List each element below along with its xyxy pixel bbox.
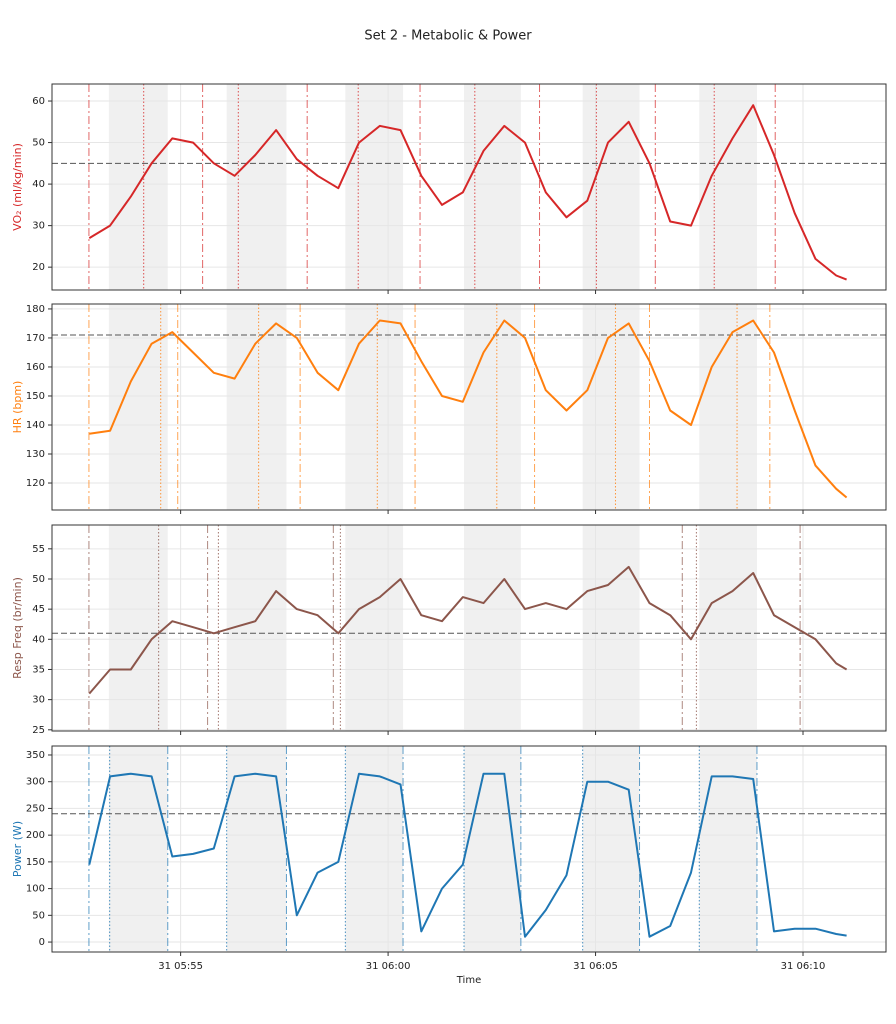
y-tick-label: 130 <box>26 449 45 460</box>
y-tick-label: 250 <box>26 803 45 814</box>
y-tick-label: 160 <box>26 362 45 373</box>
y-tick-label: 140 <box>26 420 45 431</box>
plot-frame <box>51 524 887 732</box>
y-tick-label: 55 <box>32 544 45 555</box>
figure-title: Set 2 - Metabolic & Power <box>364 29 532 44</box>
work-interval <box>345 746 404 952</box>
y-tick-label: 45 <box>32 604 45 615</box>
y-tick-label: 30 <box>32 695 45 706</box>
work-interval <box>345 525 404 731</box>
y-tick-label: 40 <box>32 634 45 645</box>
work-interval <box>464 746 521 952</box>
y-tick-label: 50 <box>32 138 45 149</box>
y-tick-label: 350 <box>26 750 45 761</box>
y-tick-label: 50 <box>32 574 45 585</box>
work-interval <box>108 84 168 290</box>
y-axis-label: HR (bpm) <box>11 381 24 434</box>
data-line <box>88 104 847 281</box>
work-interval <box>582 746 640 952</box>
work-interval <box>464 525 521 731</box>
y-tick-label: 170 <box>26 333 45 344</box>
y-tick-label: 35 <box>32 664 45 675</box>
y-tick-label: 50 <box>32 910 45 921</box>
plot-frame <box>51 745 887 953</box>
work-interval <box>108 525 168 731</box>
x-tick-label: 31 06:05 <box>573 961 618 972</box>
y-tick-label: 150 <box>26 857 45 868</box>
x-tick-label: 31 05:55 <box>158 961 203 972</box>
y-axis-label: VO₂ (ml/kg/min) <box>11 143 24 231</box>
work-interval <box>699 746 757 952</box>
work-interval <box>464 84 521 290</box>
y-axis-label: Power (W) <box>11 821 24 877</box>
data-line <box>88 565 848 695</box>
y-tick-label: 180 <box>26 304 45 315</box>
y-tick-label: 120 <box>26 478 45 489</box>
y-tick-label: 200 <box>26 830 45 841</box>
y-tick-label: 100 <box>26 884 45 895</box>
work-interval <box>345 84 404 290</box>
y-tick-label: 20 <box>32 262 45 273</box>
x-tick-label: 31 06:10 <box>781 961 826 972</box>
work-interval <box>582 525 640 731</box>
y-tick-label: 300 <box>26 777 45 788</box>
x-axis-label: Time <box>456 975 481 986</box>
x-tick-label: 31 06:00 <box>366 961 411 972</box>
work-interval <box>108 746 168 952</box>
data-line <box>88 772 847 938</box>
work-interval <box>699 525 757 731</box>
y-axis-label: Resp Freq (br/min) <box>11 577 24 679</box>
plot-frame <box>51 83 887 291</box>
y-tick-label: 30 <box>32 221 45 232</box>
data-line <box>89 319 848 499</box>
work-interval <box>699 84 757 290</box>
y-tick-label: 40 <box>32 179 45 190</box>
y-tick-label: 150 <box>26 391 45 402</box>
work-interval <box>226 525 287 731</box>
work-interval <box>226 84 287 290</box>
y-tick-label: 25 <box>32 725 45 736</box>
y-tick-label: 0 <box>39 937 45 948</box>
y-tick-label: 60 <box>32 96 45 107</box>
plot-frame <box>51 303 887 511</box>
